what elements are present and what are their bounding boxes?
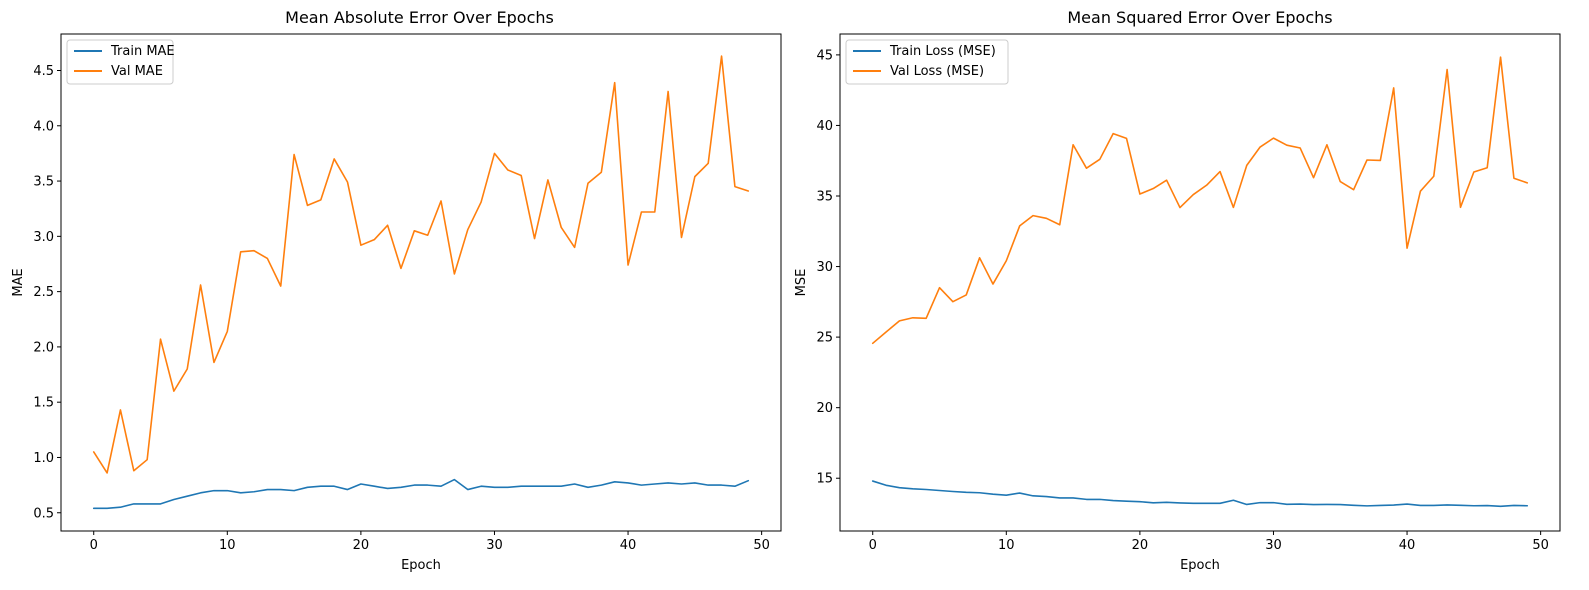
y-tick-label: 4.0 <box>33 119 54 134</box>
x-tick-label: 20 <box>353 538 370 553</box>
y-tick-label: 25 <box>816 331 833 346</box>
y-tick-label: 1.0 <box>33 451 54 466</box>
plot-frame <box>60 33 782 532</box>
y-tick-label: 0.5 <box>33 506 54 521</box>
y-tick-label: 45 <box>816 48 833 63</box>
chart-title: Mean Absolute Error Over Epochs <box>285 8 554 27</box>
x-tick-label: 0 <box>90 538 98 553</box>
chart-title: Mean Squared Error Over Epochs <box>1067 8 1332 27</box>
x-tick-label: 40 <box>1399 538 1416 553</box>
x-tick-label: 10 <box>998 538 1015 553</box>
series-lines <box>92 55 750 510</box>
mae-chart: Mean Absolute Error Over Epochs 0 10 20 30 4… <box>11 8 782 573</box>
x-tick-label: 20 <box>1132 538 1149 553</box>
x-axis-label: Epoch <box>1180 558 1220 573</box>
legend: Train Loss (MSE) Val Loss (MSE) <box>845 39 1009 85</box>
x-tick-label: 50 <box>753 538 770 553</box>
x-tick-label: 0 <box>869 538 877 553</box>
y-tick-label: 30 <box>816 260 833 275</box>
y-tick-label: 2.0 <box>33 340 54 355</box>
x-tick-label: 50 <box>1532 538 1549 553</box>
x-tick-label: 30 <box>1265 538 1282 553</box>
mse-chart: Mean Squared Error Over Epochs 0 10 20 30 40… <box>794 8 1561 573</box>
series-line-val <box>871 56 1529 345</box>
y-tick-label: 15 <box>816 472 833 487</box>
series-lines <box>871 56 1529 508</box>
tick-group: 0 10 20 30 40 50 0.5 1.0 1.5 2.0 2.5 3.0 3.5 4.0 4.5 <box>33 64 770 553</box>
y-tick-label: 1.5 <box>33 396 54 411</box>
x-tick-label: 40 <box>620 538 637 553</box>
series-line-train <box>871 480 1529 508</box>
y-tick-label: 20 <box>816 401 833 416</box>
y-tick-label: 3.0 <box>33 230 54 245</box>
tick-group: 0 10 20 30 40 50 15 20 25 30 35 40 45 <box>816 48 1548 553</box>
y-axis-label: MAE <box>11 268 26 296</box>
x-axis-label: Epoch <box>401 558 441 573</box>
legend-label-train: Train MAE <box>110 44 175 59</box>
y-tick-label: 4.5 <box>33 64 54 79</box>
y-tick-label: 2.5 <box>33 285 54 300</box>
legend-label-train: Train Loss (MSE) <box>889 44 996 59</box>
y-axis-label: MSE <box>794 269 809 297</box>
y-tick-label: 3.5 <box>33 175 54 190</box>
series-line-val <box>92 55 750 474</box>
legend-label-val: Val MAE <box>111 64 163 79</box>
plot-frame <box>839 33 1561 532</box>
legend-box <box>845 39 1009 85</box>
legend-label-val: Val Loss (MSE) <box>890 64 984 79</box>
x-tick-label: 30 <box>486 538 503 553</box>
series-line-train <box>92 478 750 510</box>
y-tick-label: 35 <box>816 189 833 204</box>
y-tick-label: 40 <box>816 119 833 134</box>
legend: Train MAE Val MAE <box>66 39 175 85</box>
x-tick-label: 10 <box>219 538 236 553</box>
